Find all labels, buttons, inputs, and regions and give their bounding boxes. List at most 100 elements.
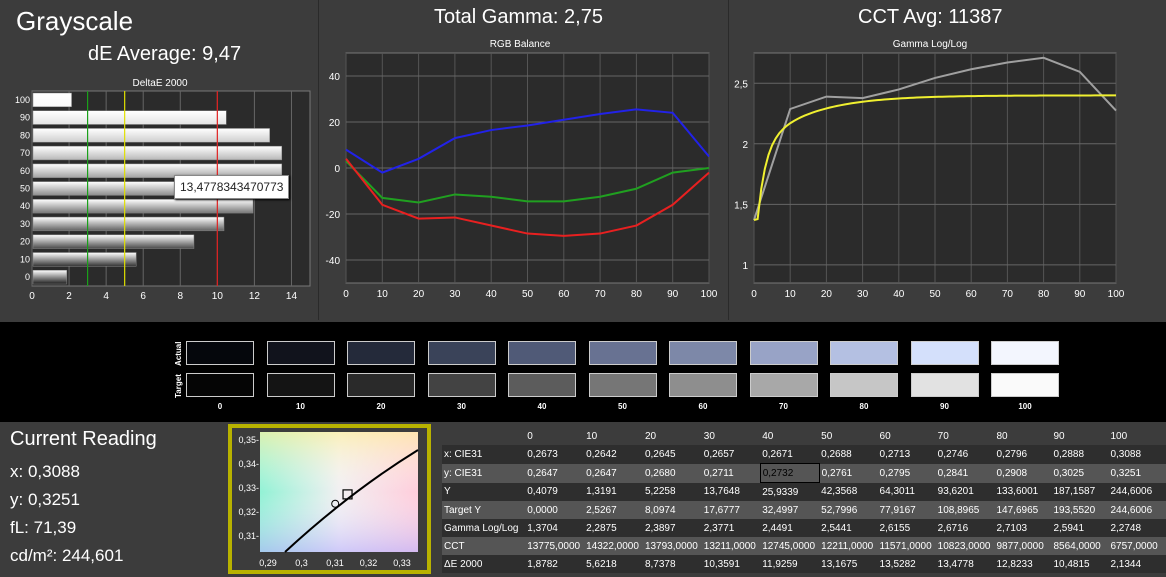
cie-x-tick-label: 0,32 [360, 558, 378, 568]
table-cell: 0,2642 [584, 445, 643, 464]
table-cell: 0,2680 [642, 463, 702, 483]
table-cell: 2,6155 [877, 519, 936, 537]
table-cell: 10,3591 [701, 555, 761, 573]
reading-fl: fL: 71,39 [10, 518, 77, 537]
table-cell: 14322,0000 [584, 537, 643, 555]
planckian-locus-curve [284, 449, 419, 553]
y-tick-label: -40 [326, 256, 341, 267]
target-swatch [508, 373, 576, 397]
swatch-label: 10 [296, 402, 305, 411]
actual-swatch [186, 341, 254, 365]
table-cell: 0,2657 [701, 445, 761, 464]
target-swatch [830, 373, 898, 397]
table-cell: 11571,0000 [877, 537, 936, 555]
cie-y-tick-label: 0,33- [238, 483, 259, 493]
target-swatch [186, 373, 254, 397]
column-header: 0 [527, 430, 533, 442]
table-cell: 12211,0000 [819, 537, 878, 555]
row-label: y: CIE31 [442, 463, 526, 483]
deltae-y-tick-label: 0 [25, 272, 30, 282]
swatch-label: 50 [618, 402, 627, 411]
table-row: Y 0,4079 1,3191 5,2258 13,7648 25,9339 42,3568… [442, 482, 1166, 501]
table-cell: 13,5282 [877, 555, 936, 573]
table-row: x: CIE31 0,2673 0,2642 0,2645 0,2657 0,2671 0,… [442, 445, 1166, 464]
series-line-2 [345, 158, 710, 237]
swatch-label: 60 [698, 402, 708, 411]
total-gamma-label: Total Gamma: 2,75 [434, 6, 603, 28]
deltae-y-tick-label: 10 [20, 254, 30, 264]
rgb-chart-title: RGB Balance [489, 39, 551, 50]
cie-y-tick-label: 0,32- [238, 507, 259, 517]
table-cell: 108,8965 [935, 501, 995, 519]
table-cell: 0,2908 [994, 463, 1052, 483]
column-header: 70 [937, 430, 949, 442]
row-label: Y [442, 482, 526, 501]
column-header: 80 [996, 430, 1008, 442]
table-cell: 12745,0000 [760, 537, 820, 555]
deltae-y-tick-label: 50 [20, 184, 30, 194]
deltae-x-tick-label: 6 [140, 291, 146, 302]
table-cell: 0,2713 [877, 445, 936, 464]
swatch-label: 70 [779, 402, 788, 411]
table-cell: 77,9167 [877, 501, 936, 519]
deltae-x-tick-label: 12 [249, 291, 261, 302]
actual-swatch [347, 341, 415, 365]
x-tick-label: 20 [821, 289, 833, 300]
cie-x-tick-label: 0,3 [295, 558, 308, 568]
table-cell: 0,0000 [525, 501, 585, 519]
measured-point-marker [331, 499, 340, 508]
table-cell: 0,2796 [994, 445, 1052, 464]
column-header: 100 [1110, 430, 1128, 442]
y-tick-label: 40 [329, 72, 341, 83]
deltae-y-tick-label: 100 [15, 95, 30, 105]
y-tick-label: 2 [742, 140, 748, 151]
y-tick-label: 20 [329, 118, 341, 129]
table-cell: 17,6777 [701, 501, 761, 519]
swatch-label: 90 [940, 402, 949, 411]
de-average-label: dE Average: 9,47 [88, 43, 242, 65]
table-cell: 0,2673 [525, 445, 585, 464]
table-cell: 0,3025 [1051, 463, 1109, 483]
deltae-y-tick-label: 70 [20, 148, 30, 158]
table-cell: 2,5267 [584, 501, 643, 519]
y-tick-label: 0 [334, 164, 340, 175]
deltae-tooltip: 13,4778343470773 [174, 175, 290, 199]
table-cell: 2,3897 [642, 519, 702, 537]
actual-swatch [830, 341, 898, 365]
table-cell: 0,2888 [1051, 445, 1109, 464]
table-cell: 0,2711 [701, 463, 761, 483]
column-header: 90 [1053, 430, 1065, 442]
deltae-bar [32, 270, 68, 285]
row-label: x: CIE31 [442, 445, 526, 464]
reading-y: y: 0,3251 [10, 490, 80, 509]
deltae-x-tick-label: 8 [177, 291, 183, 302]
deltae-bar [32, 92, 72, 107]
x-tick-label: 60 [966, 289, 978, 300]
x-tick-label: 80 [1038, 289, 1050, 300]
column-header [442, 427, 525, 445]
deltae-y-tick-label: 80 [20, 130, 30, 140]
table-cell: 13,4778 [935, 555, 995, 573]
table-cell: 0,2647 [584, 463, 643, 483]
table-cell: 0,2795 [877, 463, 936, 483]
column-header: 50 [821, 430, 833, 442]
table-cell: 2,3771 [701, 519, 761, 537]
target-swatch [588, 373, 657, 397]
table-cell: 9877,0000 [994, 537, 1052, 555]
current-reading-title: Current Reading [10, 428, 157, 450]
swatch-label: 100 [1018, 402, 1032, 411]
column-header: 30 [703, 430, 715, 442]
deltae-x-tick-label: 2 [66, 291, 72, 302]
target-swatch [669, 373, 737, 397]
deltae-y-tick-label: 40 [20, 201, 30, 211]
target-swatch [427, 373, 496, 397]
series-line-0 [345, 108, 710, 174]
deltae-bar [32, 110, 227, 125]
actual-swatch [749, 341, 818, 365]
x-tick-label: 0 [751, 289, 757, 300]
table-cell: 13,1675 [819, 555, 878, 573]
cie-x-tick-label: 0,31 [326, 558, 344, 568]
actual-swatch [669, 341, 737, 365]
target-swatch [347, 373, 415, 397]
